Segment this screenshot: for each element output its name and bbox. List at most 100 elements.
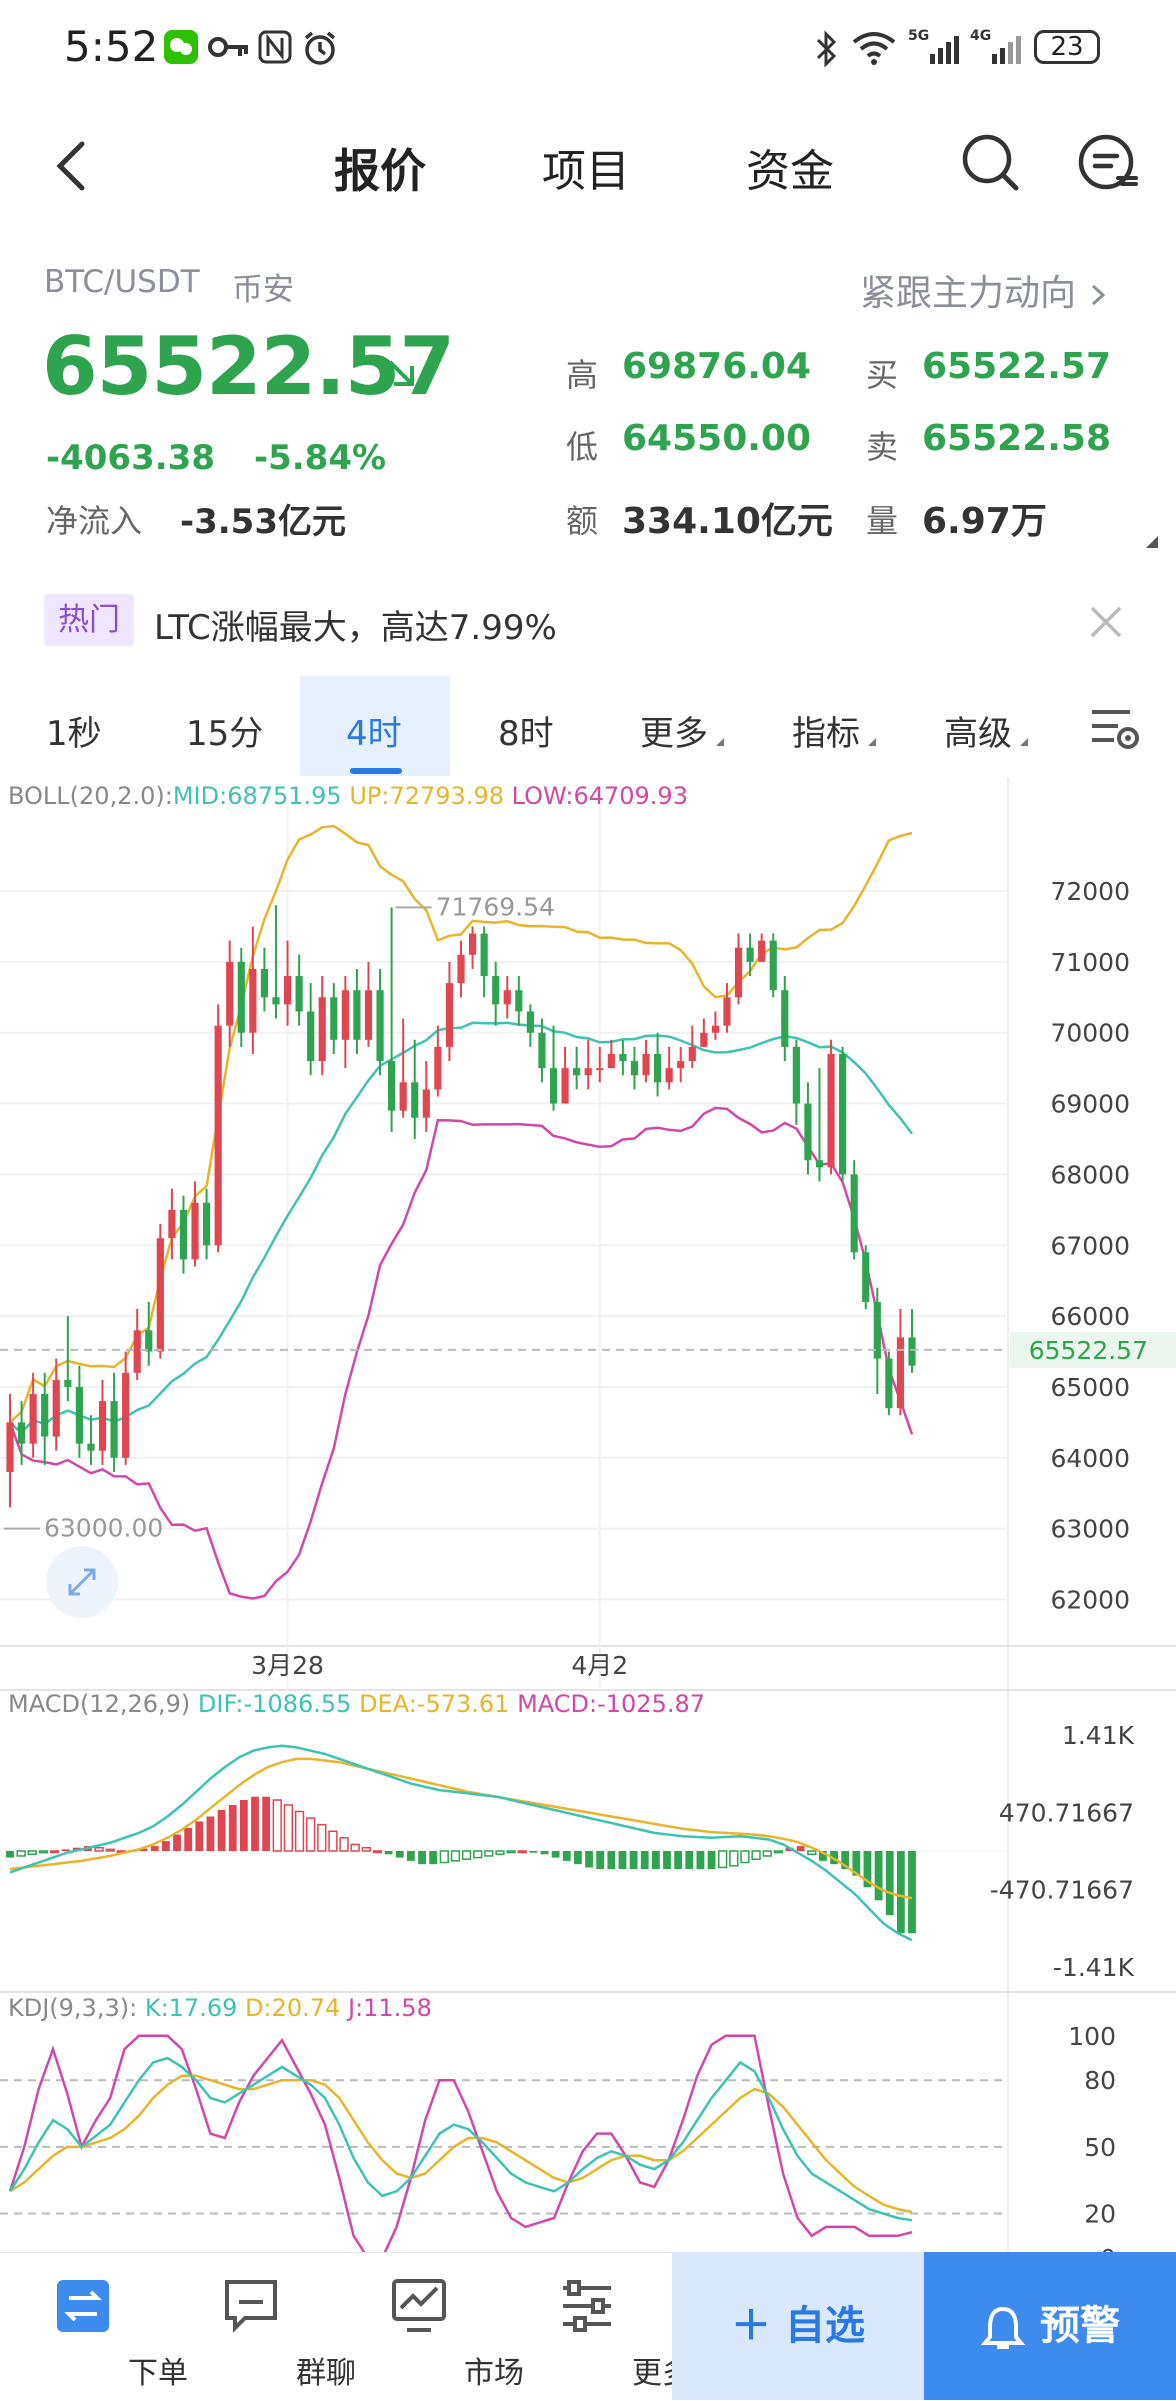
expand-corner-icon[interactable] [1146,536,1158,548]
period-15m[interactable]: 15分 [186,714,264,754]
candle [237,961,245,1033]
bottom-market-button[interactable]: 市场 [344,2252,524,2400]
tab-quote[interactable]: 报价 [334,144,426,198]
kdj-y-tick-label: 20 [1084,2200,1116,2229]
macd-bar [841,1851,850,1870]
candle [468,933,477,955]
hot-news-text[interactable]: LTC涨幅最大，高达7.99% [154,608,557,648]
search-button[interactable] [960,132,1020,192]
follow-main-force-link[interactable]: 紧跟主力动向 [860,264,1109,316]
candle [746,947,754,962]
macd-bar [150,1846,159,1851]
bottom-chat-label: 群聊 [296,2356,356,2391]
candle [908,1337,916,1366]
candle [549,1068,558,1104]
candle [214,1025,222,1246]
candle [584,1068,592,1076]
candle [734,947,743,998]
macd-y-tick-label: 1.41K [1062,1721,1135,1750]
macd-dif-value: -1086.55 [243,1690,352,1718]
message-menu-button[interactable] [1076,132,1138,194]
hot-tag: 热门 [44,594,134,646]
tab-project[interactable]: 项目 [542,146,630,197]
macd-bar [461,1850,472,1860]
macd-bar [339,1837,349,1852]
period-4h[interactable]: 4时 [346,714,402,754]
macd-legend: MACD(12,26,9) DIF:-1086.55 DEA:-573.61 M… [8,1690,705,1718]
macd-bar [852,1851,861,1876]
macd-bar [896,1851,905,1934]
chat-icon [225,2280,277,2333]
macd-bar [640,1851,649,1870]
chevron-left-icon [56,141,85,191]
macd-bar [685,1851,694,1870]
candle [815,1160,824,1168]
candle [295,976,303,1012]
period-8h[interactable]: 8时 [498,714,554,754]
macd-bar [796,1846,805,1851]
macd-bar [317,1823,327,1852]
macd-value-name: MACD: [517,1690,598,1718]
candle [330,997,338,1040]
candle [445,983,454,1047]
kdj-d-value: 20.74 [271,1994,341,2022]
macd-bar [395,1851,404,1858]
tab-fund[interactable]: 资金 [746,146,834,197]
advanced-dropdown[interactable]: 高级 [944,714,1012,754]
low-value: 64550.00 [622,418,812,459]
macd-bar [38,1850,49,1854]
price-alert-text: 预警 [1040,2303,1120,2349]
turnover-value: 334.10亿元 [622,501,833,542]
bottom-market-label: 市场 [464,2356,524,2391]
macd-bar [574,1851,582,1865]
macd-value-value: -1025.87 [597,1690,706,1718]
macd-bar [885,1851,894,1916]
bottom-order-button[interactable]: 下单 [8,2252,188,2400]
close-icon[interactable] [1088,604,1124,640]
macd-bar [105,1848,115,1852]
macd-y-tick-label: 470.71667 [999,1798,1134,1827]
macd-bar [607,1851,616,1870]
candle [226,961,234,1026]
macd-bar [484,1850,494,1857]
add-watchlist-button[interactable]: ＋ 自选 [672,2252,924,2400]
bottom-chat-button[interactable]: 群聊 [176,2252,356,2400]
chart-settings-icon[interactable] [1090,706,1142,752]
message-icon [1078,134,1138,190]
boll-lower-line [8,1106,914,1600]
back-button[interactable] [48,138,98,194]
candle [480,933,488,977]
arrow-down-right-icon [388,360,414,386]
candle [98,1401,107,1451]
y-tick-label: 67000 [1050,1231,1130,1260]
y-tick-label: 65000 [1050,1373,1130,1402]
candle [723,997,731,1026]
bottom-more-button[interactable]: 更多 [512,2252,692,2400]
candle [873,1301,881,1359]
candle [665,1068,673,1083]
price-charts[interactable]: 72000 71000 70000 69000 68000 67000 66000 65000… [0,776,1176,2256]
indicator-dropdown[interactable]: 指标 [792,714,860,754]
candle [538,1032,546,1069]
svg-text:4G: 4G [970,28,991,44]
macd-bar [707,1851,716,1870]
macd-bar [596,1851,605,1870]
candle [145,1330,153,1352]
period-1s[interactable]: 1秒 [46,714,102,754]
status-bar: 5:52 5G 4G 23 [0,0,1176,100]
macd-bar [406,1851,415,1861]
price-alert-button[interactable]: 预警 [924,2252,1176,2400]
boll-low-value: 64709.93 [573,782,688,810]
x-tick-label: 3月28 [251,1651,324,1680]
macd-bar [16,1850,26,1857]
candle [677,1061,685,1069]
macd-bar [27,1850,37,1856]
macd-bar [618,1851,627,1870]
y-tick-label: 70000 [1050,1019,1130,1048]
macd-bar [773,1850,784,1854]
y-tick-label: 72000 [1050,877,1130,906]
macd-bar [762,1850,772,1857]
macd-bar [251,1796,259,1851]
period-more-dropdown[interactable]: 更多 [640,714,708,754]
candle [885,1358,893,1409]
